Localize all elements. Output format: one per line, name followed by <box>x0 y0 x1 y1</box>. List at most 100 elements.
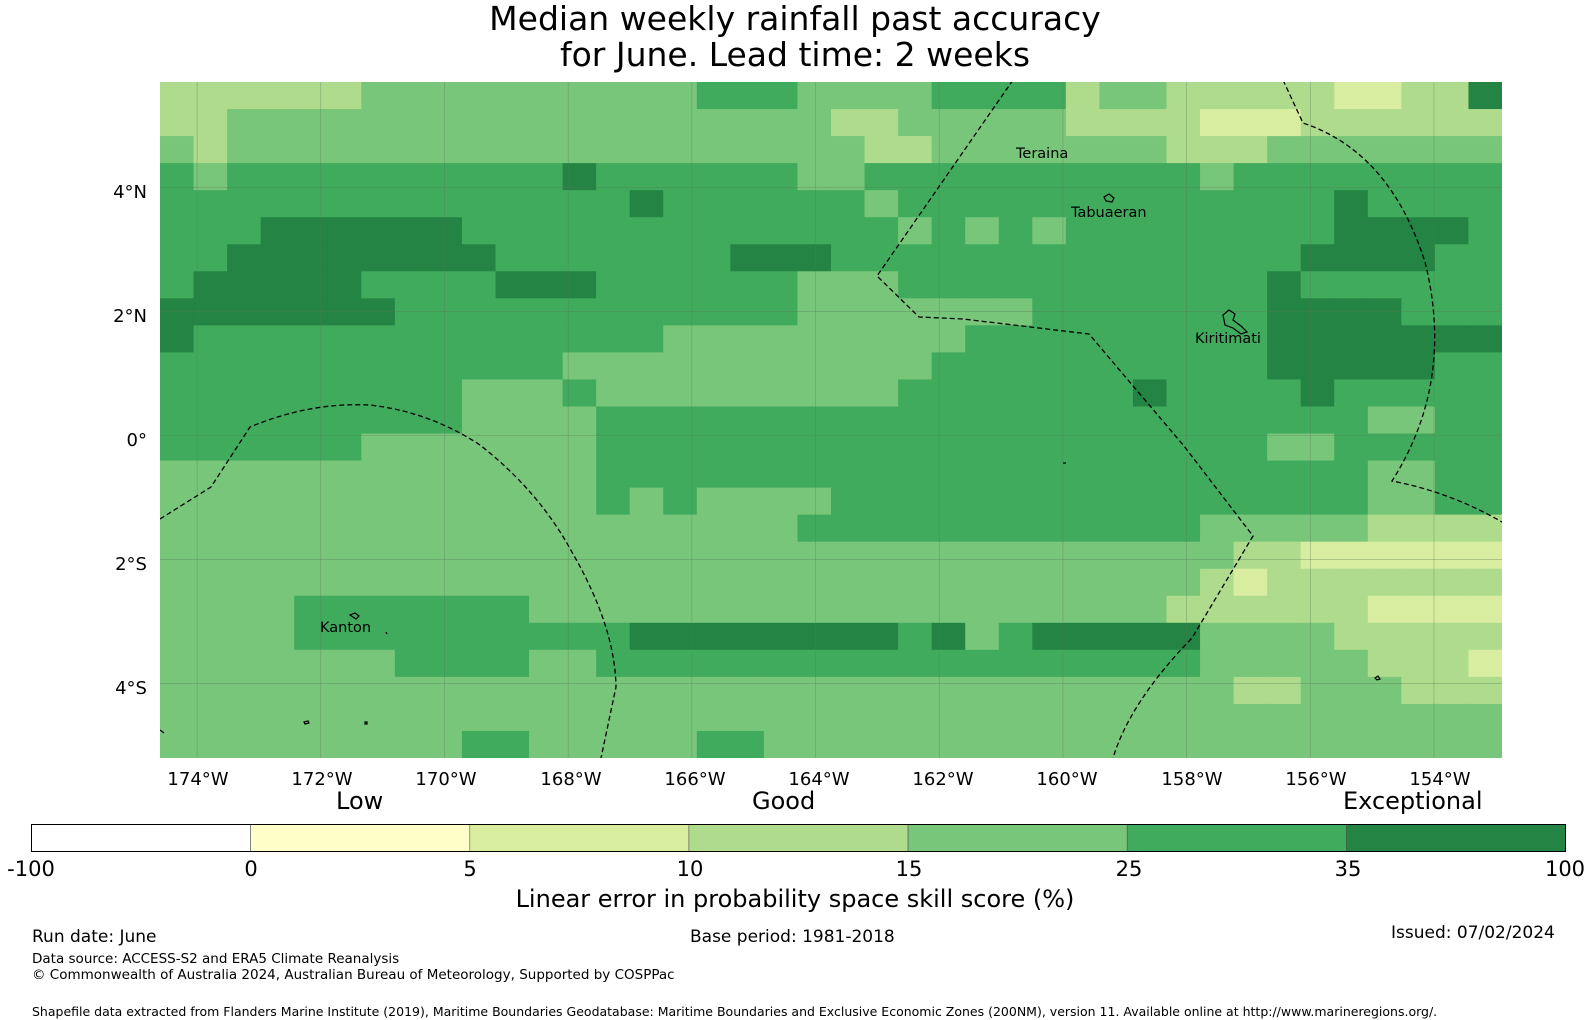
grid-cell <box>1032 595 1067 624</box>
grid-cell <box>1032 568 1067 597</box>
grid-cell <box>260 82 295 110</box>
grid-cell <box>1468 82 1502 110</box>
grid-cell <box>898 82 933 110</box>
grid-cell <box>898 676 933 705</box>
grid-cell <box>1200 541 1235 570</box>
grid-cell <box>965 433 1000 462</box>
grid-cell <box>260 190 295 218</box>
grid-cell <box>193 487 228 516</box>
grid-cell <box>1334 163 1369 191</box>
grid-cell <box>1233 271 1268 299</box>
grid-cell <box>730 730 765 758</box>
grid-cell <box>629 217 664 245</box>
grid-cell <box>495 136 530 164</box>
grid-cell <box>1401 271 1436 299</box>
grid-cell <box>831 244 866 272</box>
grid-cell <box>1032 676 1067 705</box>
grid-cell <box>730 541 765 570</box>
grid-cell <box>1367 244 1402 272</box>
grid-cell <box>1367 595 1402 624</box>
colorbar-tick-0: 0 <box>244 857 258 881</box>
grid-cell <box>227 136 262 164</box>
grid-cell <box>931 82 966 110</box>
grid-cell <box>1099 271 1134 299</box>
grid-cell <box>1166 271 1201 299</box>
grid-cell <box>1367 406 1402 435</box>
grid-cell <box>1200 406 1235 435</box>
grid-cell <box>1132 541 1168 570</box>
grid-cell <box>965 325 1000 353</box>
grid-cell <box>864 352 899 381</box>
grid-cell <box>1300 595 1335 624</box>
grid-cell <box>1166 163 1201 191</box>
grid-cell <box>763 298 799 326</box>
grid-cell <box>1300 244 1335 272</box>
grid-cell <box>1032 460 1067 489</box>
grid-cell <box>193 244 228 272</box>
grid-cell <box>1300 703 1335 732</box>
grid-cell <box>461 217 497 245</box>
grid-cell <box>294 271 329 299</box>
grid-cell <box>327 676 362 705</box>
grid-cell <box>227 298 262 326</box>
grid-cell <box>1200 676 1235 705</box>
grid-cell <box>260 622 295 651</box>
grid-cell <box>1367 676 1402 705</box>
grid-cell <box>361 271 396 299</box>
grid-cell <box>461 271 497 299</box>
grid-cell <box>1468 730 1502 758</box>
grid-cell <box>294 82 329 110</box>
grid-cell <box>596 514 631 543</box>
grid-cell <box>529 136 564 164</box>
grid-cell <box>227 676 262 705</box>
grid-cell <box>495 541 530 570</box>
grid-cell <box>260 487 295 516</box>
grid-cell <box>394 622 429 651</box>
grid-cell <box>227 541 262 570</box>
grid-cell <box>529 379 564 408</box>
grid-cell <box>1132 595 1168 624</box>
grid-cell <box>1267 82 1302 110</box>
chart-title-line2: for June. Lead time: 2 weeks <box>559 35 1031 74</box>
grid-cell <box>227 82 262 110</box>
grid-cell <box>1434 676 1470 705</box>
grid-cell <box>428 541 463 570</box>
grid-cell <box>1099 244 1134 272</box>
grid-cell <box>428 595 463 624</box>
grid-cell <box>529 217 564 245</box>
grid-cell <box>797 406 832 435</box>
grid-cell <box>1200 514 1235 543</box>
grid-cell <box>864 217 899 245</box>
grid-cell <box>1132 325 1168 353</box>
grid-cell <box>831 433 866 462</box>
grid-cell <box>1334 622 1369 651</box>
grid-cell <box>294 109 329 137</box>
grid-cell <box>294 568 329 597</box>
grid-cell <box>1334 298 1369 326</box>
grid-cell <box>965 109 1000 137</box>
grid-cell <box>1132 82 1168 110</box>
colorbar <box>31 824 1566 852</box>
grid-cell <box>193 190 228 218</box>
grid-cell <box>394 379 429 408</box>
grid-cell <box>260 136 295 164</box>
grid-cell <box>1200 703 1235 732</box>
grid-cell <box>1401 136 1436 164</box>
grid-cell <box>797 703 832 732</box>
grid-cell <box>1065 244 1100 272</box>
grid-cell <box>629 676 664 705</box>
grid-cell <box>596 730 631 758</box>
grid-cell <box>1334 190 1369 218</box>
grid-cell <box>763 460 799 489</box>
grid-cell <box>629 433 664 462</box>
grid-cell <box>1334 460 1369 489</box>
grid-cell <box>394 136 429 164</box>
grid-cell <box>629 298 664 326</box>
grid-cell <box>931 622 966 651</box>
grid-cell <box>1233 298 1268 326</box>
grid-cell <box>1233 217 1268 245</box>
grid-cell <box>965 82 1000 110</box>
grid-cell <box>730 649 765 678</box>
grid-cell <box>696 460 731 489</box>
grid-cell <box>1434 244 1470 272</box>
